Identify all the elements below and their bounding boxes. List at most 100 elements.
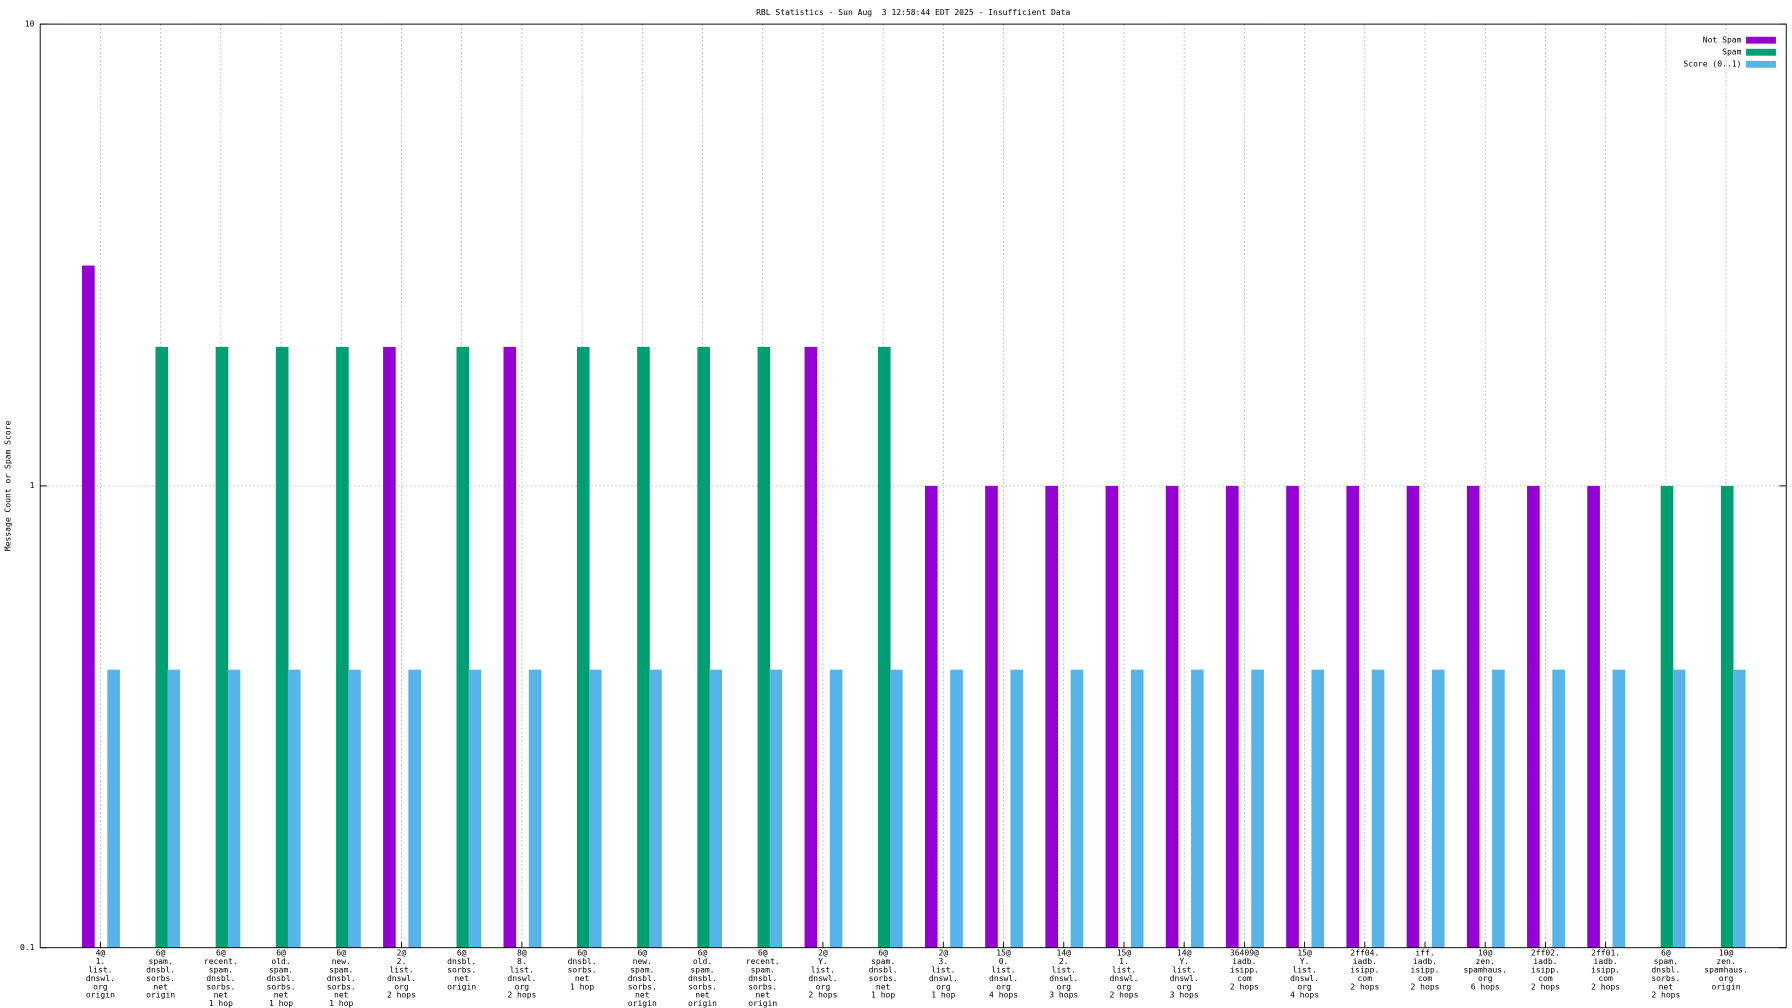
x-tick-label: 6@ <box>276 949 286 958</box>
x-tick-label: org <box>816 982 831 991</box>
x-tick-label: net <box>575 974 590 983</box>
x-tick-label: net <box>214 991 229 1000</box>
bar <box>985 485 998 948</box>
x-tick-label: 1. <box>1119 957 1129 966</box>
x-tick-label: Y. <box>1300 957 1310 966</box>
bar <box>468 669 482 948</box>
x-tick-label: org <box>1719 974 1734 983</box>
x-tick-label: net <box>153 982 168 991</box>
x-tick-label: org <box>515 982 530 991</box>
x-tick-label: origin <box>748 999 777 1008</box>
bar <box>709 669 723 948</box>
x-tick-label: spam. <box>1654 957 1678 966</box>
x-tick-label: 1 hop <box>329 999 353 1008</box>
x-tick-label: zen. <box>1476 957 1495 966</box>
bar <box>697 346 710 948</box>
x-tick-label: org <box>1177 982 1192 991</box>
bar <box>408 669 421 948</box>
bar <box>227 669 241 948</box>
x-tick-label: list. <box>88 966 112 975</box>
x-tick-label: sorbs. <box>327 982 356 991</box>
x-tick-label: 10@ <box>1478 949 1493 958</box>
x-tick-label: spam. <box>751 966 775 975</box>
legend-label: Not Spam <box>1703 36 1742 45</box>
bar <box>287 669 301 948</box>
bar <box>1251 669 1264 948</box>
x-tick-label: 6@ <box>577 949 587 958</box>
bar <box>637 346 650 948</box>
x-tick-label: 6@ <box>758 949 768 958</box>
bar <box>1165 485 1179 948</box>
bar <box>456 346 470 948</box>
x-tick-label: 3. <box>938 957 948 966</box>
bar <box>1346 485 1360 948</box>
bar <box>649 669 662 948</box>
x-tick-label: 15@ <box>1117 949 1132 958</box>
x-tick-label: 4 hops <box>989 991 1018 1000</box>
x-tick-label: dnsbl. <box>267 974 296 983</box>
legend-swatch <box>1746 36 1776 44</box>
x-tick-label: net <box>635 991 650 1000</box>
legend-swatch <box>1746 60 1776 68</box>
legend-label: Score (0..1) <box>1683 60 1741 69</box>
x-tick-label: 15@ <box>996 949 1011 958</box>
bar <box>877 346 891 948</box>
bar <box>1191 669 1204 948</box>
bar <box>1045 485 1059 948</box>
x-tick-label: 1 hop <box>871 991 895 1000</box>
x-tick-label: dnsbl. <box>206 974 235 983</box>
x-tick-label: iff. <box>1415 949 1434 958</box>
bar <box>336 346 349 948</box>
x-tick-label: 6 hops <box>1471 982 1500 991</box>
x-tick-label: dnsbl. <box>869 966 898 975</box>
x-tick-label: 3 hops <box>1049 991 1078 1000</box>
x-tick-label: 2 hops <box>1651 991 1680 1000</box>
bar <box>1406 485 1420 948</box>
x-tick-label: 6@ <box>637 949 647 958</box>
x-tick-label: Y. <box>818 957 828 966</box>
x-tick-label: dnsbl. <box>327 974 356 983</box>
bar <box>348 669 361 948</box>
x-tick-label: recent. <box>204 957 238 966</box>
x-tick-label: origin <box>86 991 115 1000</box>
x-tick-label: list. <box>1292 966 1316 975</box>
x-tick-label: 0. <box>999 957 1009 966</box>
x-tick-label: spamhaus. <box>1704 966 1748 975</box>
x-tick-label: 6@ <box>336 949 346 958</box>
x-tick-label: old. <box>693 957 712 966</box>
bar <box>1225 485 1239 948</box>
x-tick-label: dnsbl. <box>146 966 175 975</box>
x-tick-label: dnswl. <box>507 974 536 983</box>
bar <box>1105 485 1119 948</box>
x-tick-label: 2 hops <box>1591 982 1620 991</box>
x-tick-label: sorbs. <box>1651 974 1680 983</box>
x-tick-label: net <box>876 982 891 991</box>
bar <box>1587 485 1600 948</box>
x-tick-label: sorbs. <box>748 982 777 991</box>
bar <box>950 669 963 948</box>
x-tick-label: 2. <box>397 957 407 966</box>
x-tick-label: 2ff04. <box>1350 949 1379 958</box>
x-tick-label: dnswl. <box>989 974 1018 983</box>
x-tick-label: iadb. <box>1594 957 1618 966</box>
x-tick-label: dnswl. <box>1290 974 1319 983</box>
x-tick-label: iadb. <box>1413 957 1437 966</box>
x-tick-label: 1. <box>96 957 106 966</box>
x-tick-label: sorbs. <box>146 974 175 983</box>
x-tick-label: iadb. <box>1533 957 1557 966</box>
bar <box>829 669 843 948</box>
x-tick-label: dnswl. <box>1049 974 1078 983</box>
bar <box>1130 669 1144 948</box>
bar <box>1010 669 1024 948</box>
x-tick-label: spam. <box>149 957 173 966</box>
x-tick-label: org <box>1478 974 1493 983</box>
x-tick-label: list. <box>1112 966 1136 975</box>
x-tick-label: net <box>755 991 770 1000</box>
x-tick-label: sorbs. <box>206 982 235 991</box>
x-tick-label: net <box>454 974 469 983</box>
bar <box>1070 669 1084 948</box>
x-tick-label: Y. <box>1179 957 1189 966</box>
x-tick-label: org <box>936 982 951 991</box>
